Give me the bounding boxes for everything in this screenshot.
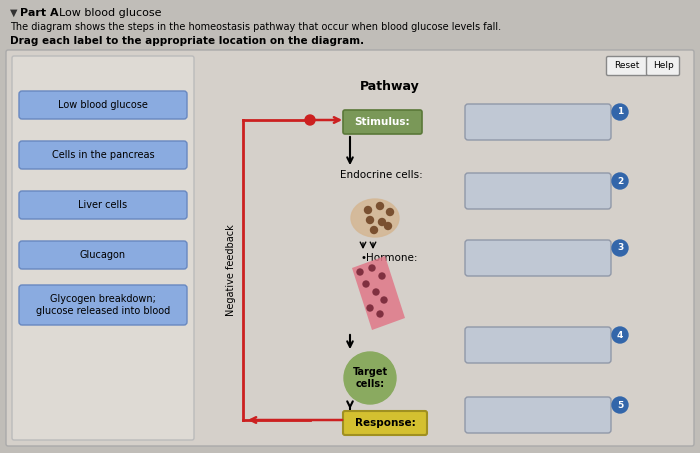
Text: 1: 1 bbox=[617, 107, 623, 116]
Text: Cells in the pancreas: Cells in the pancreas bbox=[52, 150, 154, 160]
Text: Help: Help bbox=[652, 62, 673, 71]
Text: Glycogen breakdown;
glucose released into blood: Glycogen breakdown; glucose released int… bbox=[36, 294, 170, 316]
Polygon shape bbox=[352, 256, 405, 330]
FancyBboxPatch shape bbox=[343, 411, 427, 435]
FancyBboxPatch shape bbox=[12, 56, 194, 440]
Circle shape bbox=[373, 289, 379, 295]
Circle shape bbox=[612, 240, 628, 256]
FancyBboxPatch shape bbox=[465, 327, 611, 363]
Circle shape bbox=[377, 202, 384, 209]
FancyBboxPatch shape bbox=[465, 104, 611, 140]
Text: Pathway: Pathway bbox=[360, 80, 420, 93]
FancyBboxPatch shape bbox=[343, 110, 422, 134]
Circle shape bbox=[384, 222, 391, 230]
Circle shape bbox=[386, 208, 393, 216]
FancyBboxPatch shape bbox=[6, 50, 694, 446]
Circle shape bbox=[612, 397, 628, 413]
Circle shape bbox=[370, 226, 377, 233]
Text: 3: 3 bbox=[617, 244, 623, 252]
Text: Glucagon: Glucagon bbox=[80, 250, 126, 260]
Circle shape bbox=[612, 327, 628, 343]
FancyBboxPatch shape bbox=[19, 285, 187, 325]
Text: Negative feedback: Negative feedback bbox=[226, 224, 236, 316]
Circle shape bbox=[612, 173, 628, 189]
Text: Liver cells: Liver cells bbox=[78, 200, 127, 210]
FancyBboxPatch shape bbox=[19, 241, 187, 269]
Text: The diagram shows the steps in the homeostasis pathway that occur when blood glu: The diagram shows the steps in the homeo… bbox=[10, 22, 501, 32]
FancyBboxPatch shape bbox=[19, 91, 187, 119]
Text: ▼: ▼ bbox=[10, 8, 18, 18]
Circle shape bbox=[369, 265, 375, 271]
Circle shape bbox=[379, 218, 386, 226]
FancyBboxPatch shape bbox=[19, 141, 187, 169]
Circle shape bbox=[612, 104, 628, 120]
Text: 2: 2 bbox=[617, 177, 623, 185]
Text: Response:: Response: bbox=[355, 418, 415, 428]
Circle shape bbox=[344, 352, 396, 404]
Text: Drag each label to the appropriate location on the diagram.: Drag each label to the appropriate locat… bbox=[10, 36, 364, 46]
Text: Endocrine cells:: Endocrine cells: bbox=[340, 170, 423, 180]
Text: 4: 4 bbox=[617, 331, 623, 339]
FancyBboxPatch shape bbox=[465, 397, 611, 433]
Text: - Low blood glucose: - Low blood glucose bbox=[48, 8, 162, 18]
Circle shape bbox=[357, 269, 363, 275]
Circle shape bbox=[305, 115, 315, 125]
Text: •Hormone:: •Hormone: bbox=[360, 253, 417, 263]
FancyBboxPatch shape bbox=[465, 240, 611, 276]
Text: Low blood glucose: Low blood glucose bbox=[58, 100, 148, 110]
FancyBboxPatch shape bbox=[19, 191, 187, 219]
Circle shape bbox=[363, 281, 369, 287]
FancyBboxPatch shape bbox=[606, 57, 648, 76]
FancyBboxPatch shape bbox=[647, 57, 680, 76]
Text: 5: 5 bbox=[617, 400, 623, 410]
Text: Reset: Reset bbox=[615, 62, 640, 71]
Circle shape bbox=[365, 207, 372, 213]
Text: Stimulus:: Stimulus: bbox=[355, 117, 410, 127]
FancyBboxPatch shape bbox=[465, 173, 611, 209]
Ellipse shape bbox=[351, 199, 399, 237]
Circle shape bbox=[381, 297, 387, 303]
Circle shape bbox=[367, 217, 374, 223]
Text: Part A: Part A bbox=[20, 8, 59, 18]
Circle shape bbox=[367, 305, 373, 311]
Circle shape bbox=[377, 311, 383, 317]
Text: Target
cells:: Target cells: bbox=[352, 367, 388, 389]
Circle shape bbox=[379, 273, 385, 279]
